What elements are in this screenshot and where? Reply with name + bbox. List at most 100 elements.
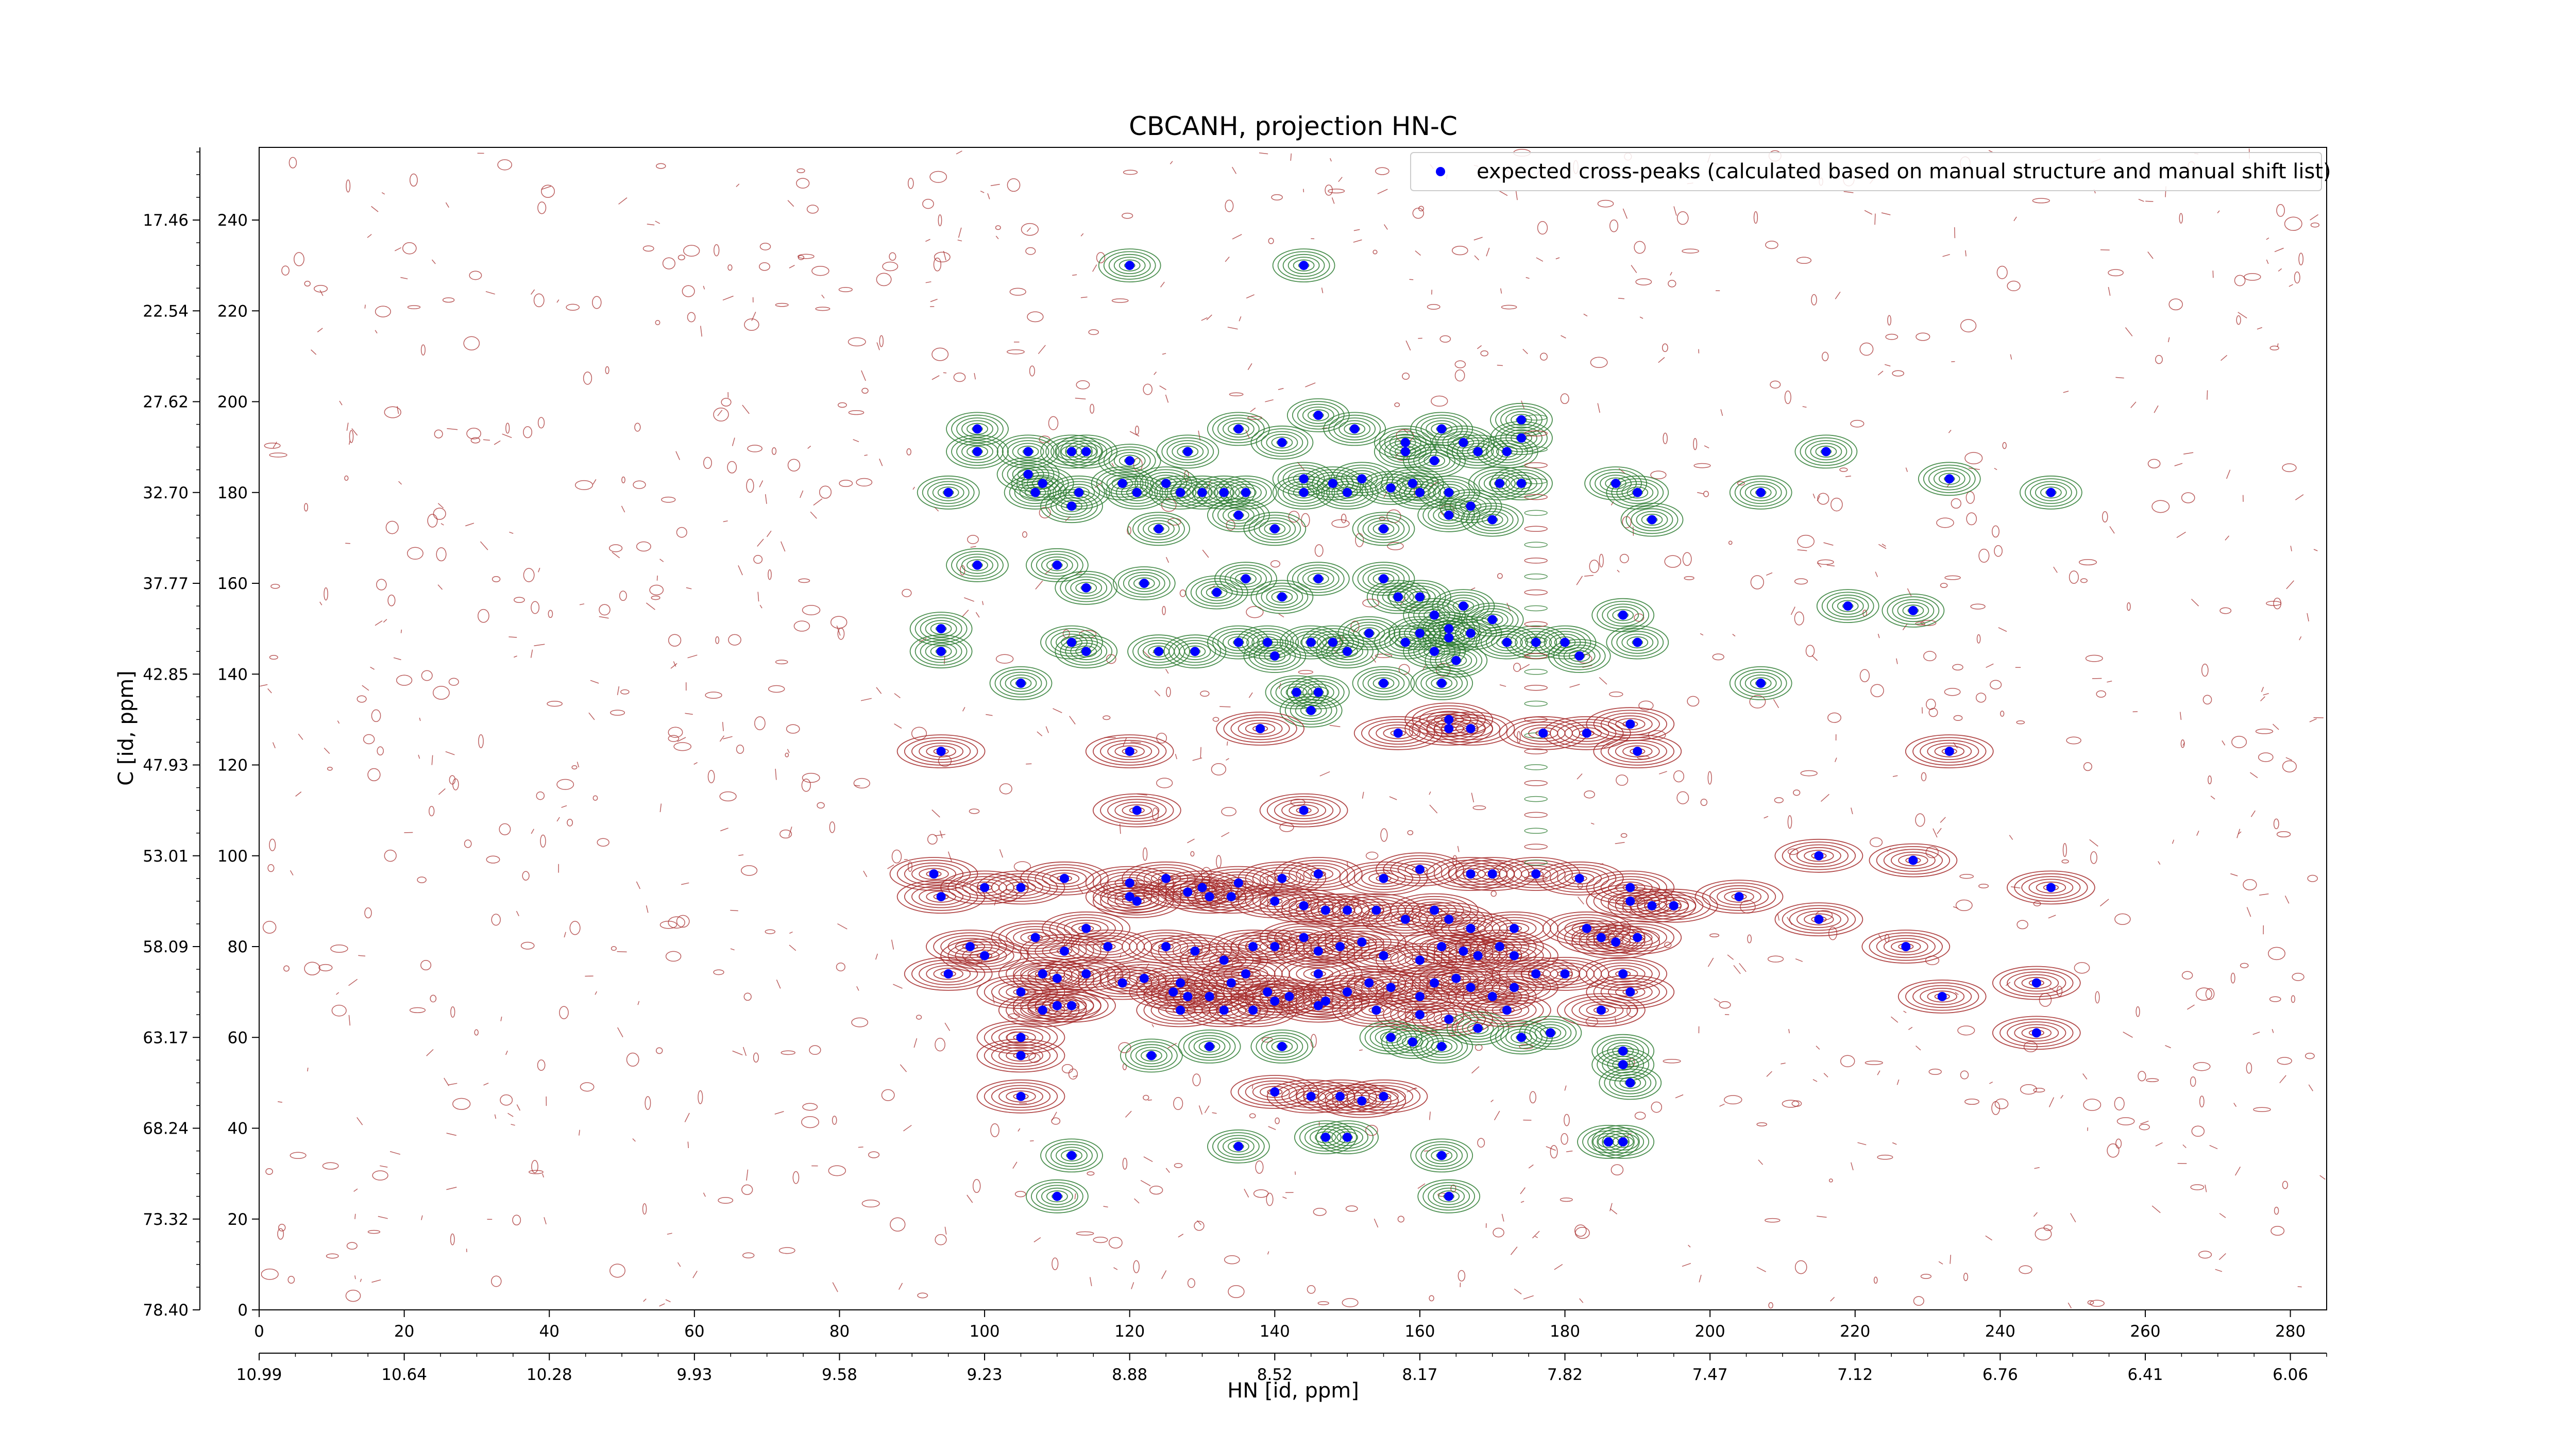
peak-contour xyxy=(1426,1147,1458,1165)
y-tick-label: 180 xyxy=(217,484,248,502)
noise-contour xyxy=(377,746,384,756)
y2-tick-label: 47.93 xyxy=(143,756,189,775)
noise-contour xyxy=(1986,663,1994,668)
noise-contour xyxy=(1827,712,1841,723)
noise-contour xyxy=(738,565,743,576)
cross-peak xyxy=(1611,479,1621,488)
noise-contour xyxy=(380,1165,388,1168)
cross-peak xyxy=(1531,869,1541,879)
cross-peak xyxy=(1233,878,1243,888)
cross-peak xyxy=(1415,592,1425,602)
noise-contour xyxy=(304,962,320,975)
noise-contour xyxy=(1944,687,1961,696)
noise-contour xyxy=(2205,988,2215,1000)
noise-contour xyxy=(1887,315,1892,326)
peak-contour xyxy=(998,1087,1043,1105)
noise-contour xyxy=(879,459,883,466)
peak-contour xyxy=(922,478,975,507)
peak-contour xyxy=(1120,1038,1183,1073)
noise-contour xyxy=(1620,833,1628,838)
y-tick-label: 100 xyxy=(217,847,248,866)
peak-contour xyxy=(1709,885,1769,908)
peak-contour xyxy=(1519,1016,1582,1050)
noise-contour xyxy=(421,1215,423,1220)
peak-contour xyxy=(1316,1120,1379,1155)
cross-peak xyxy=(1400,447,1410,457)
noise-contour xyxy=(590,680,599,684)
noise-contour xyxy=(2127,602,2131,611)
noise-contour xyxy=(2201,663,2209,677)
noise-contour xyxy=(1774,797,1784,803)
noise-contour xyxy=(1226,741,1228,746)
noise-contour xyxy=(2172,839,2175,844)
noise-contour xyxy=(1966,512,1977,526)
peak-contour xyxy=(1869,843,1958,878)
peak-contour xyxy=(1367,570,1400,588)
noise-contour xyxy=(1732,634,1736,637)
noise-contour xyxy=(677,737,686,742)
noise-contour xyxy=(643,1299,647,1302)
peak-contour xyxy=(1456,1017,1499,1040)
peak-contour xyxy=(1150,475,1182,492)
noise-contour xyxy=(2272,723,2279,730)
noise-contour xyxy=(919,637,927,643)
noise-contour xyxy=(668,735,680,742)
cross-peak xyxy=(1415,991,1425,1001)
noise-contour xyxy=(2107,680,2112,683)
noise-contour xyxy=(1520,1201,1524,1203)
peak-contour xyxy=(1284,696,1337,725)
noise-contour xyxy=(2218,1253,2226,1260)
noise-contour xyxy=(768,685,785,693)
peak-contour xyxy=(1114,745,1145,757)
peak-contour xyxy=(1045,1141,1098,1170)
noise-contour xyxy=(2125,327,2133,336)
peak-contour xyxy=(1369,1026,1412,1049)
peak-contour xyxy=(1302,407,1334,424)
peak-contour xyxy=(1897,602,1929,619)
noise-contour xyxy=(753,1052,759,1063)
artifact-contour xyxy=(1524,828,1548,834)
noise-contour xyxy=(2230,873,2238,877)
cross-peak xyxy=(1313,1001,1323,1010)
noise-contour xyxy=(339,400,343,406)
peak-contour xyxy=(896,734,986,768)
noise-contour xyxy=(491,1275,502,1287)
noise-contour xyxy=(1881,212,1891,215)
noise-contour xyxy=(1165,1168,1170,1173)
cross-peak xyxy=(1415,955,1425,965)
cross-peak xyxy=(1444,724,1454,733)
peak-contour xyxy=(1571,999,1631,1022)
peak-contour xyxy=(1227,423,1249,435)
cross-peak xyxy=(1618,610,1628,620)
noise-contour xyxy=(1275,1117,1280,1124)
y-tick-label: 80 xyxy=(228,938,248,956)
peak-contour xyxy=(2019,475,2082,510)
noise-contour xyxy=(1029,365,1035,377)
peak-contour xyxy=(1132,514,1185,543)
peak-contour xyxy=(1222,506,1255,524)
cross-peak xyxy=(1226,892,1236,902)
peak-contour xyxy=(1417,1179,1481,1214)
noise-contour xyxy=(1077,885,1083,894)
cross-peak xyxy=(1393,592,1403,602)
cross-peak xyxy=(1219,487,1229,497)
noise-contour xyxy=(719,735,725,742)
peak-contour xyxy=(1030,551,1083,580)
artifact-contour xyxy=(1524,764,1548,770)
noise-contour xyxy=(1267,1251,1269,1255)
noise-contour xyxy=(673,661,676,667)
peak-contour xyxy=(926,890,956,903)
peak-contour xyxy=(955,944,1014,967)
noise-contour xyxy=(372,1170,388,1181)
peak-contour xyxy=(1724,890,1754,903)
artifact-contour xyxy=(1524,446,1548,452)
peak-contour xyxy=(1415,1032,1468,1061)
noise-contour xyxy=(465,523,474,527)
noise-contour xyxy=(944,1022,951,1031)
peak-contour xyxy=(2035,483,2067,501)
cross-peak xyxy=(943,969,953,979)
noise-contour xyxy=(438,788,446,795)
peak-contour xyxy=(976,870,1065,905)
peak-contour xyxy=(1300,704,1322,717)
noise-contour xyxy=(2246,1062,2252,1074)
